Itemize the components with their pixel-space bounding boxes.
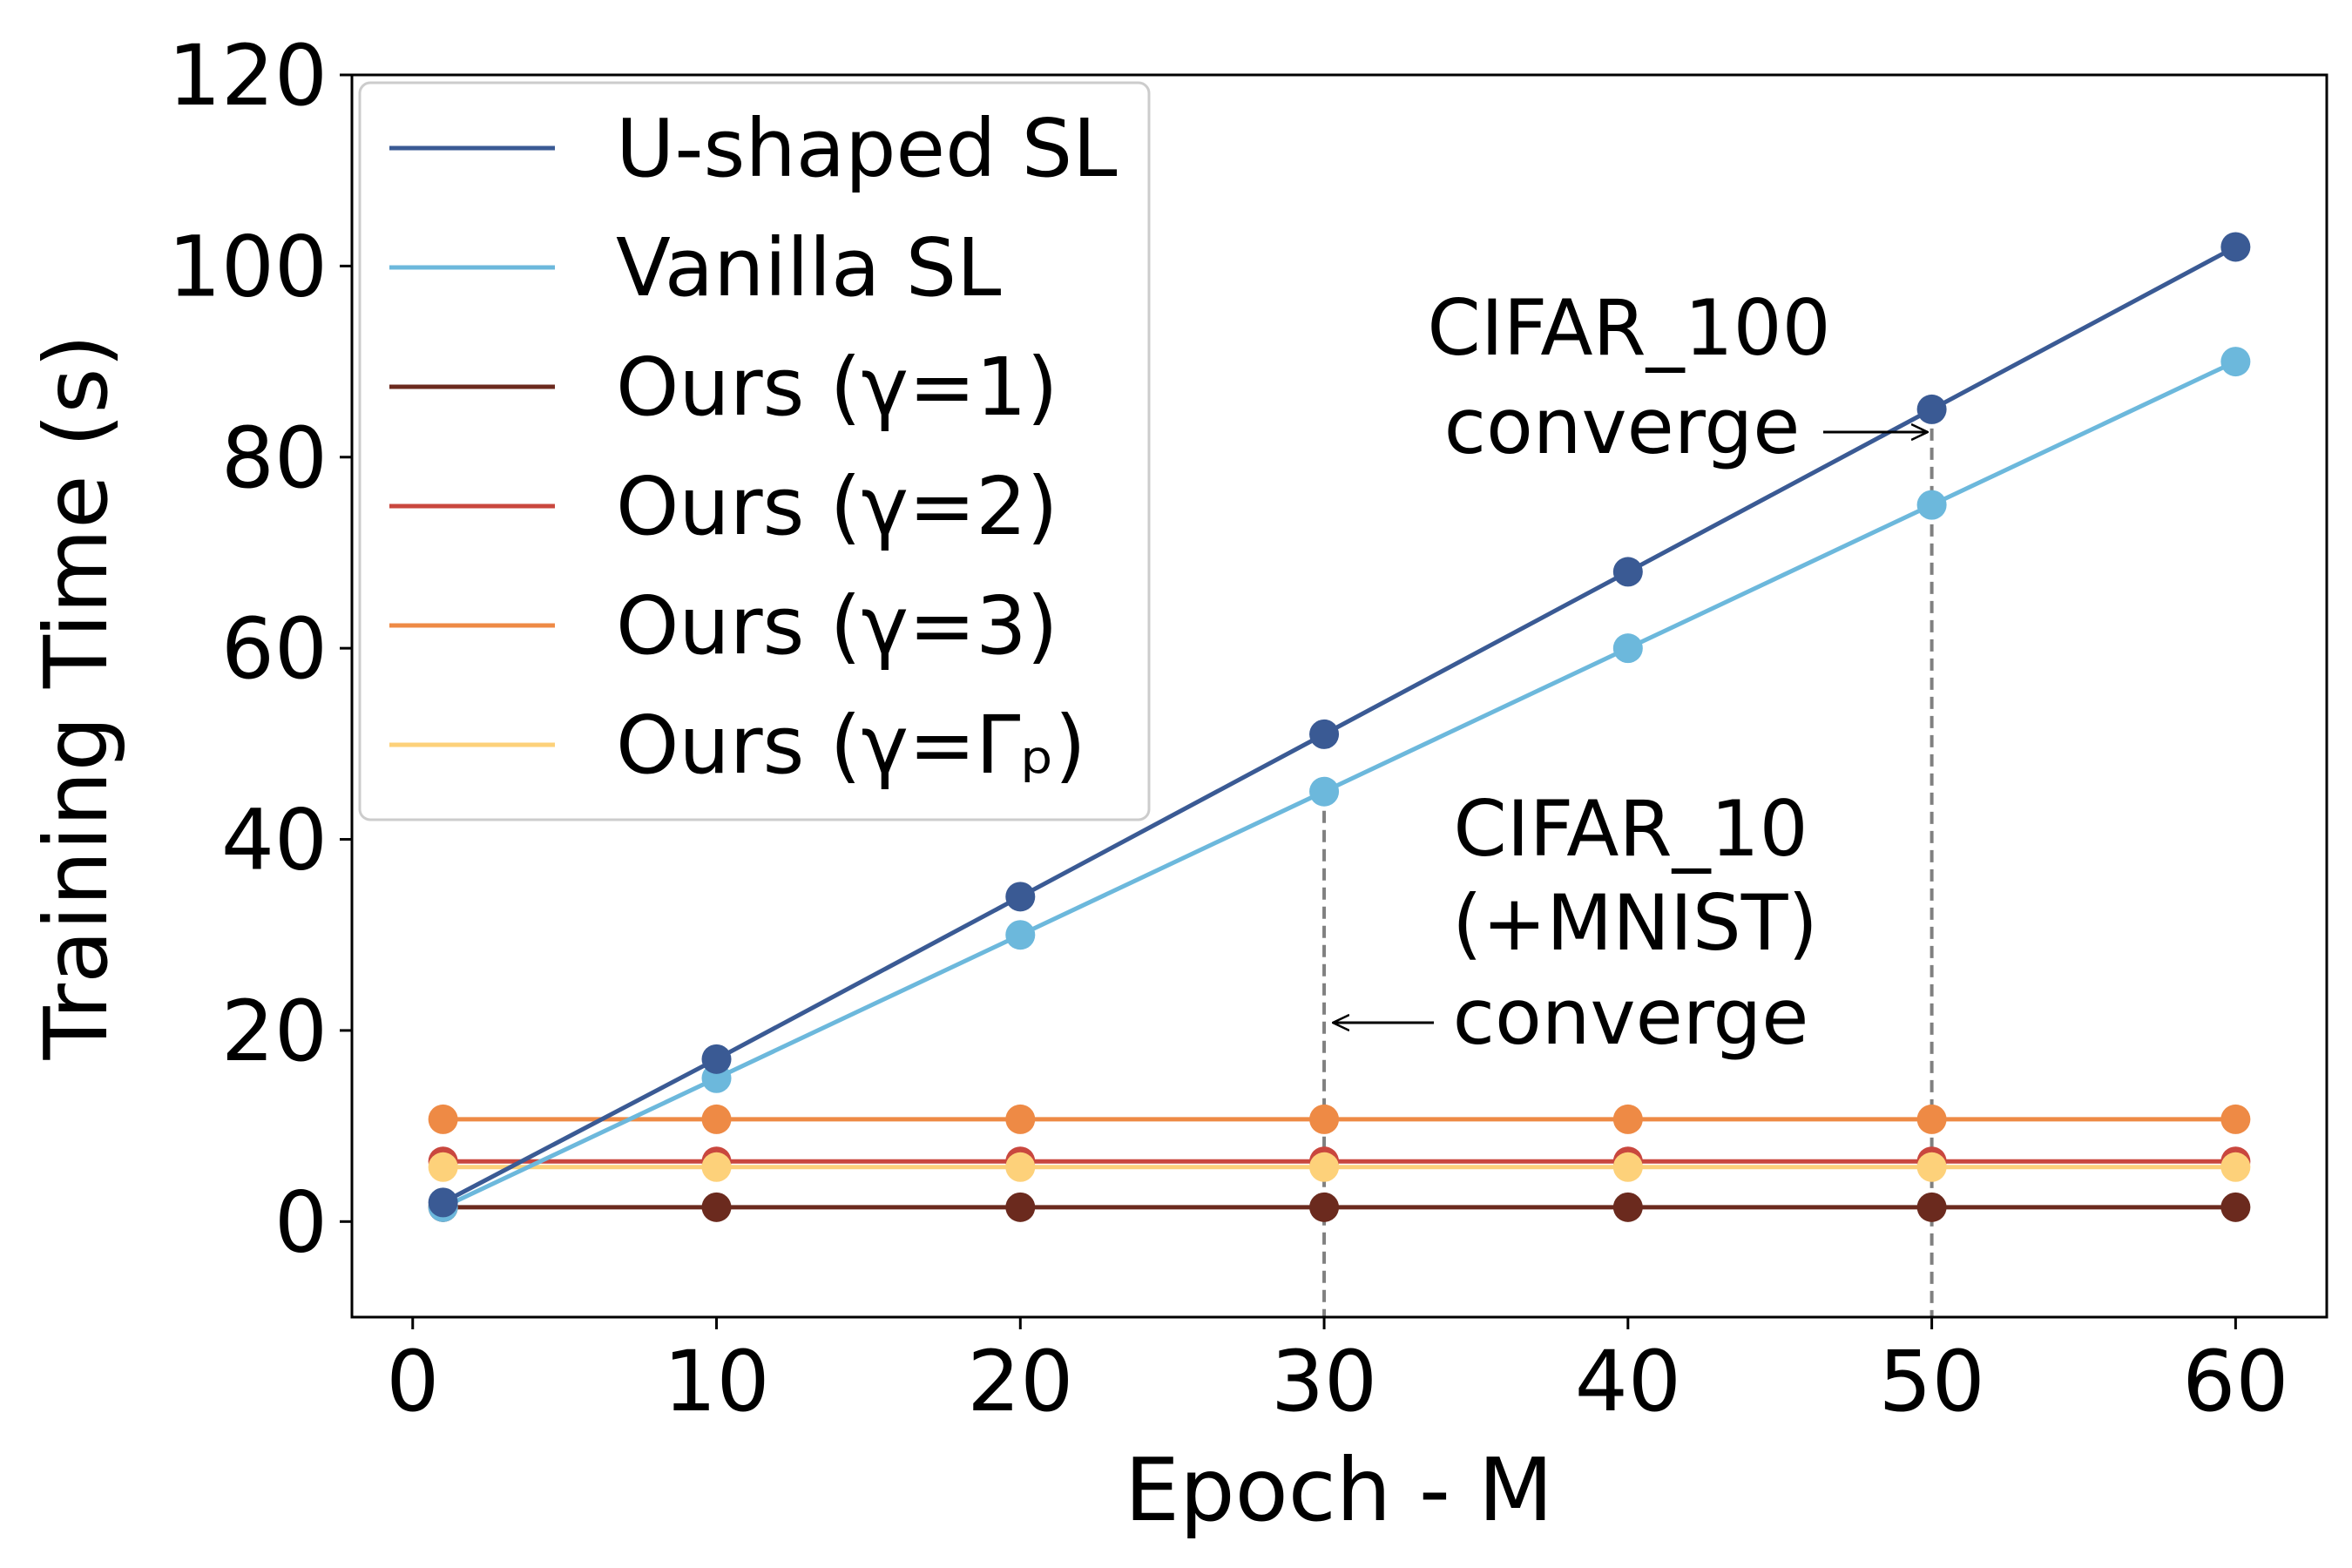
point-vanilla-sl-30 <box>1309 776 1340 807</box>
point-ours-1-30 <box>1309 1192 1340 1222</box>
point-u-shaped-sl-50 <box>1916 394 1947 424</box>
x-tick-label-0: 0 <box>386 1333 439 1430</box>
y-axis-label: Training Time (s) <box>25 334 127 1060</box>
point-ours-1-40 <box>1612 1192 1643 1222</box>
y-tick-label-40: 40 <box>221 792 328 889</box>
plot-frame <box>350 73 2328 1319</box>
point-ours-3-20 <box>1005 1104 1036 1134</box>
legend-box <box>358 81 1151 821</box>
point-ours-1-20 <box>1005 1192 1036 1222</box>
point-u-shaped-sl-40 <box>1612 557 1643 587</box>
point-ours-3-50 <box>1916 1104 1947 1134</box>
point-u-shaped-sl-30 <box>1309 719 1340 749</box>
legend-label-u-shaped-sl: U-shaped SL <box>616 102 1117 195</box>
y-tick-label-120: 120 <box>168 27 328 125</box>
point-ours-60 <box>2220 1152 2251 1182</box>
point-ours-20 <box>1005 1152 1036 1182</box>
point-ours-1-10 <box>701 1192 732 1222</box>
point-ours-3-10 <box>701 1104 732 1134</box>
y-tick-label-20: 20 <box>221 983 328 1080</box>
y-tick-label-0: 0 <box>274 1173 328 1271</box>
x-tick-label-60: 60 <box>2182 1333 2288 1430</box>
cifar10-annotation: CIFAR_10 (+MNIST) converge <box>1333 784 1818 1062</box>
x-tick-label-40: 40 <box>1575 1333 1681 1430</box>
legend-label-vanilla-sl: Vanilla SL <box>616 221 1001 314</box>
cifar100-annotation-line-2: converge <box>1444 382 1801 471</box>
point-vanilla-sl-40 <box>1612 633 1643 664</box>
point-u-shaped-sl-60 <box>2220 232 2251 262</box>
legend-label-ours-2: Ours (γ=2) <box>616 460 1058 553</box>
annotations: CIFAR_100 converge CIFAR_10 (+MNIST) con… <box>1333 283 1928 1062</box>
x-axis-label: Epoch - M <box>1125 1439 1553 1541</box>
y-axis-ticks: 0 20 40 60 80 100 120 <box>168 27 352 1271</box>
x-tick-label-10: 10 <box>663 1333 769 1430</box>
cifar10-annotation-line-2: (+MNIST) <box>1452 878 1818 968</box>
y-tick-label-80: 80 <box>221 409 328 507</box>
legend: U-shaped SL Vanilla SL Ours (γ=1) Ours (γ=2… <box>358 81 1151 821</box>
cifar10-annotation-line-3: converge <box>1453 972 1809 1062</box>
point-vanilla-sl-60 <box>2220 347 2251 377</box>
x-tick-label-20: 20 <box>967 1333 1073 1430</box>
x-axis-ticks: 0 10 20 30 40 50 60 <box>386 1317 2288 1430</box>
point-ours-1-60 <box>2220 1192 2251 1222</box>
x-tick-label-50: 50 <box>1879 1333 1985 1430</box>
y-tick-label-60: 60 <box>221 600 328 698</box>
legend-label-ours-3: Ours (γ=3) <box>616 579 1058 672</box>
point-ours-1-50 <box>1916 1192 1947 1222</box>
point-vanilla-sl-20 <box>1005 920 1036 950</box>
point-ours-10 <box>701 1152 732 1182</box>
series-points <box>428 232 2251 1222</box>
cifar100-annotation-line-1: CIFAR_100 <box>1427 283 1830 373</box>
y-tick-label-100: 100 <box>168 218 328 315</box>
point-ours-50 <box>1916 1152 1947 1182</box>
point-ours-40 <box>1612 1152 1643 1182</box>
point-u-shaped-sl-20 <box>1005 882 1036 912</box>
x-tick-label-30: 30 <box>1271 1333 1377 1430</box>
point-ours-30 <box>1309 1152 1340 1182</box>
cifar10-annotation-line-1: CIFAR_10 <box>1453 784 1808 874</box>
point-ours-3-60 <box>2220 1104 2251 1134</box>
legend-label-ours: Ours (γ=Γₚ) <box>616 699 1086 792</box>
point-ours-3-40 <box>1612 1104 1643 1134</box>
point-u-shaped-sl-1 <box>428 1187 458 1218</box>
point-u-shaped-sl-10 <box>701 1044 732 1074</box>
cifar100-annotation: CIFAR_100 converge <box>1427 283 1928 471</box>
point-ours-1 <box>428 1152 458 1182</box>
legend-label-ours-1: Ours (γ=1) <box>616 341 1058 434</box>
point-vanilla-sl-50 <box>1916 490 1947 520</box>
point-ours-3-30 <box>1309 1104 1340 1134</box>
point-ours-3-1 <box>428 1104 458 1134</box>
